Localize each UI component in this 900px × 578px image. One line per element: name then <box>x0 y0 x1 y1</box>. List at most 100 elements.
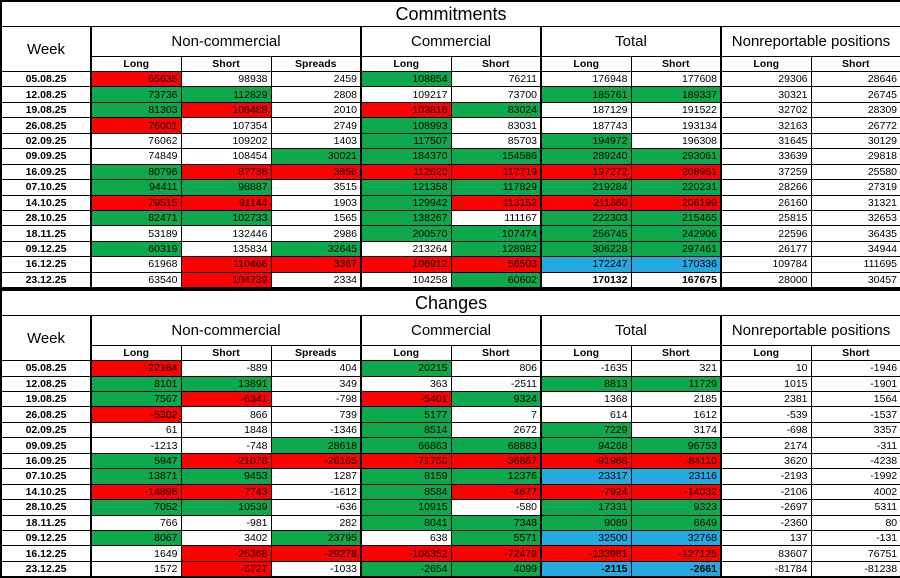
value-cell: 11729 <box>630 375 722 393</box>
value-cell: -539 <box>720 406 812 423</box>
value-cell: 17331 <box>540 499 632 516</box>
value-cell: 739 <box>270 406 362 423</box>
value-cell: 22596 <box>720 225 812 242</box>
value-cell: 104739 <box>180 271 272 289</box>
value-cell: 129942 <box>360 194 452 211</box>
value-cell: 56503 <box>450 256 542 273</box>
group-header-total: Total <box>540 26 722 57</box>
value-cell: 3174 <box>630 421 722 439</box>
week-cell: 14.10.25 <box>0 194 92 211</box>
value-cell: 111695 <box>810 256 900 273</box>
value-cell: 215465 <box>630 209 722 227</box>
value-cell: 20215 <box>360 360 452 377</box>
value-cell: 2185 <box>630 390 722 408</box>
week-cell: 09.12.25 <box>0 529 92 547</box>
value-cell: 28000 <box>720 271 812 289</box>
value-cell: -798 <box>270 390 362 408</box>
value-cell: -889 <box>180 360 272 377</box>
week-cell: 19.08.25 <box>0 390 92 408</box>
value-cell: -26165 <box>270 452 362 470</box>
col-header-long: Long <box>360 345 452 362</box>
value-cell: -311 <box>810 437 900 454</box>
value-cell: -84110 <box>630 452 722 470</box>
value-cell: 177608 <box>630 70 722 88</box>
week-cell: 23.12.25 <box>0 271 92 289</box>
value-cell: 32645 <box>270 240 362 258</box>
value-cell: 5947 <box>90 452 182 470</box>
value-cell: -131 <box>810 529 900 547</box>
sub-header-row: Long Short Spreads Long Short Long Short Long Sh… <box>1 345 900 362</box>
table-row: 26.08.25 -5302 866 739 5177 7 614 1612 -539 -1537 <box>0 406 900 423</box>
value-cell: -5302 <box>90 406 182 423</box>
value-cell: 117507 <box>360 132 452 150</box>
value-cell: 211360 <box>540 194 632 211</box>
table-row: 28.10.25 7052 10539 -636 10915 -580 17331 9323-… <box>0 499 900 516</box>
value-cell: 26160 <box>720 194 812 211</box>
value-cell: 3357 <box>810 421 900 439</box>
value-cell: 28266 <box>720 179 812 196</box>
value-cell: 7 <box>450 406 542 423</box>
value-cell: 197272 <box>540 163 632 181</box>
value-cell: 37259 <box>720 163 812 181</box>
value-cell: 3856 <box>270 163 362 181</box>
table-row: 19.08.25 81303 106488 2010 103816 83024 187129… <box>0 101 900 119</box>
week-header: Week <box>0 315 92 362</box>
table-row: 02.09.25 76062 109202 1403 117507 85703 194972… <box>0 132 900 150</box>
value-cell: 34944 <box>810 240 900 258</box>
value-cell: -7924 <box>540 483 632 501</box>
value-cell: 83024 <box>450 101 542 119</box>
value-cell: 117829 <box>450 179 542 196</box>
value-cell: -21078 <box>180 452 272 470</box>
value-cell: 8584 <box>360 483 452 501</box>
table-row: 14.10.25 -14896 -7743 -1612 8584 -4677 -7924 -1… <box>0 483 900 501</box>
value-cell: 138267 <box>360 209 452 227</box>
value-cell: 3620 <box>720 452 812 470</box>
value-cell: -2106 <box>720 483 812 501</box>
table-row: 18.11.25 766 -981 282 8041 7348 9089 6649 -2360 8… <box>0 514 900 531</box>
value-cell: 96753 <box>630 437 722 454</box>
value-cell: 30021 <box>270 148 362 165</box>
group-header-row: Week Non-commercial Commercial Total Nonrepo… <box>0 26 900 72</box>
value-cell: 766 <box>90 514 182 531</box>
value-cell: 111167 <box>450 209 542 227</box>
value-cell: -106352 <box>360 545 452 562</box>
value-cell: 30129 <box>810 132 900 150</box>
value-cell: 23795 <box>270 529 362 547</box>
table-row: 16.09.25 5947 -21078 -26165 -71750 -36867 -919… <box>0 452 900 470</box>
week-header: Week <box>0 26 92 72</box>
week-cell: 19.08.25 <box>0 101 92 119</box>
value-cell: 154586 <box>450 148 542 165</box>
value-cell: 614 <box>540 406 632 423</box>
value-cell: 10 <box>720 360 812 377</box>
table-row: 12.08.25 8101 13891 349 363 -2511 8813 11729 101… <box>0 375 900 393</box>
value-cell: 32500 <box>540 529 632 547</box>
group-header-row: Week Non-commercial Commercial Total Nonrepo… <box>0 315 900 362</box>
table-row: 12.08.25 73736 112829 2808 109217 73700 185761… <box>0 86 900 103</box>
value-cell: -2193 <box>720 468 812 485</box>
col-header-short: Short <box>630 345 722 362</box>
col-header-short: Short <box>180 345 272 362</box>
value-cell: 31321 <box>810 194 900 211</box>
week-cell: 28.10.25 <box>0 209 92 227</box>
value-cell: 289240 <box>540 148 632 165</box>
value-cell: 27319 <box>810 179 900 196</box>
table-row: 05.08.25 65635 98938 2459 108854 76211 176948 1… <box>0 70 900 88</box>
table-row: 26.08.25 76001 107354 2749 108993 83031 187743… <box>0 117 900 134</box>
value-cell: -2654 <box>360 560 452 578</box>
value-cell: -91968 <box>540 452 632 470</box>
value-cell: 10915 <box>360 499 452 516</box>
table-row: 16.09.25 80796 87736 3856 112620 117719 197272… <box>0 163 900 181</box>
value-cell: -2661 <box>630 560 722 578</box>
value-cell: 1649 <box>90 545 182 562</box>
sub-header-row: Long Short Spreads Long Short Long Short Long Sh… <box>1 56 900 72</box>
value-cell: 4099 <box>450 560 542 578</box>
group-header-total: Total <box>540 315 722 347</box>
value-cell: -29278 <box>270 545 362 562</box>
value-cell: 167675 <box>630 271 722 289</box>
table-row: 28.10.25 82471 102733 1565 138267 111167 22230… <box>0 209 900 227</box>
week-cell: 07.10.25 <box>0 468 92 485</box>
value-cell: 110466 <box>180 256 272 273</box>
week-cell: 26.08.25 <box>0 406 92 423</box>
col-header-short: Short <box>450 56 542 72</box>
